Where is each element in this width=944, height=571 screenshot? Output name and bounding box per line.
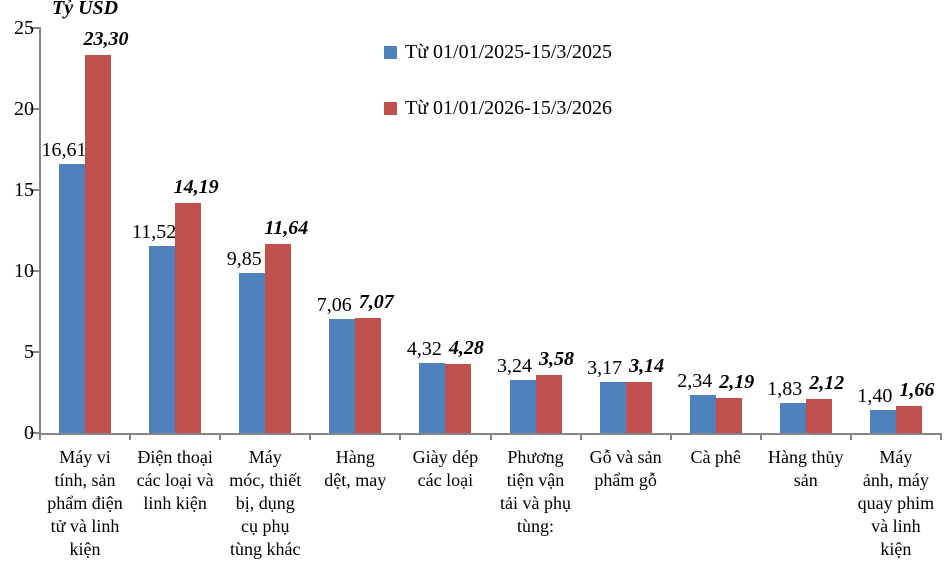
category-label: Gỗ và sản phẩm gỗ bbox=[589, 447, 662, 490]
y-tick-mark bbox=[30, 107, 39, 110]
bar-value-label: 7,06 bbox=[316, 293, 352, 316]
bar-value-label: 1,40 bbox=[857, 385, 893, 408]
bar-value-label: 7,07 bbox=[358, 291, 394, 314]
x-tick-mark bbox=[399, 433, 402, 440]
legend-label: Từ 01/01/2026-15/3/2026 bbox=[405, 97, 612, 119]
y-tick-label: 10 bbox=[14, 259, 34, 282]
bar-value-label: 3,14 bbox=[629, 355, 665, 378]
bar-series-1 bbox=[509, 380, 536, 433]
y-tick-label: 15 bbox=[14, 178, 34, 201]
bar-value-label: 14,19 bbox=[173, 175, 219, 198]
category-label: Máy ảnh, máy quay phim và linh kiện bbox=[857, 447, 935, 559]
bar-series-2 bbox=[895, 406, 922, 433]
y-axis-line bbox=[39, 27, 41, 433]
bar-series-2 bbox=[265, 244, 292, 433]
bar-series-1 bbox=[599, 381, 626, 433]
bar-series-1 bbox=[239, 273, 266, 433]
y-tick-label: 5 bbox=[24, 340, 34, 363]
x-tick-mark bbox=[579, 433, 582, 440]
bar-value-label: 2,19 bbox=[719, 370, 755, 393]
bar-value-label: 3,24 bbox=[497, 355, 532, 378]
legend-label: Từ 01/01/2025-15/3/2025 bbox=[405, 41, 612, 63]
bar-series-2 bbox=[625, 382, 652, 433]
legend-swatch-icon bbox=[384, 45, 397, 59]
bar-series-1 bbox=[329, 318, 356, 433]
x-tick-mark bbox=[849, 433, 852, 440]
bar-series-2 bbox=[445, 363, 472, 433]
legend-item: Từ 01/01/2025-15/3/2025 bbox=[384, 41, 612, 63]
bar-value-label: 2,34 bbox=[677, 370, 713, 392]
category-label: Hàng thủy sản bbox=[768, 447, 844, 490]
y-tick-mark bbox=[30, 26, 39, 29]
category-label: Hàng dệt, may bbox=[324, 447, 387, 490]
bar-value-label: 11,64 bbox=[264, 217, 309, 240]
bar-value-label: 11,52 bbox=[131, 221, 177, 244]
y-tick-label: 0 bbox=[24, 422, 34, 444]
bar-series-2 bbox=[535, 374, 562, 433]
y-tick-label: 20 bbox=[14, 97, 34, 120]
x-tick-mark bbox=[309, 433, 312, 440]
bar-value-label: 23,30 bbox=[83, 28, 129, 51]
bar-value-label: 2,12 bbox=[809, 371, 845, 394]
y-tick-mark bbox=[30, 269, 39, 272]
x-tick-mark bbox=[759, 433, 762, 440]
bar-series-2 bbox=[715, 397, 742, 433]
bar-value-label: 9,85 bbox=[226, 248, 262, 271]
y-tick-mark bbox=[30, 350, 39, 353]
category-label: Cà phê bbox=[690, 447, 741, 467]
x-tick-mark bbox=[219, 433, 222, 440]
y-tick-mark bbox=[30, 432, 39, 434]
bar-series-1 bbox=[419, 362, 446, 433]
bar-value-label: 4,28 bbox=[448, 336, 484, 359]
category-label: Điện thoại các loại và linh kiện bbox=[136, 447, 214, 513]
y-tick-label: 25 bbox=[14, 16, 34, 39]
bar-series-1 bbox=[59, 163, 85, 433]
category-label: Máy vi tính, sản phẩm điện tử và linh ki… bbox=[47, 447, 123, 559]
bar-series-2 bbox=[355, 318, 382, 433]
x-tick-mark bbox=[489, 433, 492, 440]
bar-series-2 bbox=[805, 398, 832, 433]
x-tick-mark bbox=[669, 433, 672, 440]
category-label: Phương tiện vận tải và phụ tùng: bbox=[500, 447, 571, 536]
y-axis-title: Tỷ USD bbox=[52, 0, 119, 19]
bar-series-1 bbox=[779, 403, 806, 433]
bar-series-2 bbox=[175, 202, 202, 433]
x-tick-mark bbox=[940, 433, 942, 440]
bar-value-label: 16,61 bbox=[41, 138, 87, 161]
bar-value-label: 3,17 bbox=[587, 356, 623, 379]
y-tick-mark bbox=[30, 188, 39, 191]
bar-value-label: 4,32 bbox=[406, 337, 442, 360]
category-label: Máy móc, thiết bị, dụng cụ phụ tùng khác bbox=[229, 447, 302, 559]
x-tick-mark bbox=[129, 433, 132, 440]
x-tick-mark bbox=[39, 433, 41, 440]
legend-item: Từ 01/01/2026-15/3/2026 bbox=[384, 97, 612, 119]
bar-series-1 bbox=[149, 246, 176, 433]
bar-value-label: 1,83 bbox=[767, 378, 803, 401]
bar-value-label: 3,58 bbox=[539, 347, 574, 370]
bar-series-1 bbox=[689, 395, 716, 433]
bar-series-1 bbox=[869, 410, 896, 433]
legend-swatch-icon bbox=[384, 101, 397, 115]
category-label: Giày dép các loại bbox=[412, 447, 479, 490]
bar-series-2 bbox=[85, 55, 111, 433]
bar-value-label: 1,66 bbox=[899, 379, 935, 402]
